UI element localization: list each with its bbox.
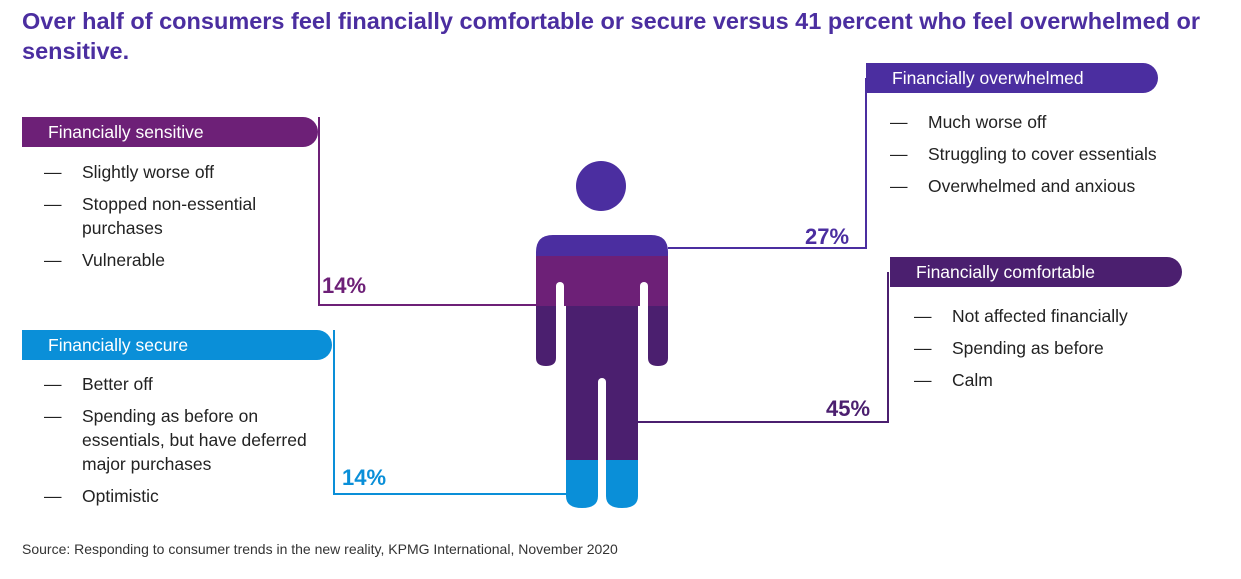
percent-secure: 14% xyxy=(342,465,387,490)
list-item: Slightly worse off xyxy=(44,160,314,184)
list-item: Spending as before on essentials, but ha… xyxy=(44,404,334,476)
connector-sensitive xyxy=(318,117,536,306)
list-financially-overwhelmed: Much worse off Struggling to cover essen… xyxy=(890,110,1190,206)
figure-arm-left xyxy=(536,306,556,366)
percent-comfortable: 45% xyxy=(826,396,871,421)
figure-shoulders xyxy=(536,235,668,256)
source-note: Source: Responding to consumer trends in… xyxy=(22,541,618,557)
figure-leg-left xyxy=(566,460,598,508)
list-item: Optimistic xyxy=(44,484,334,508)
label-financially-secure: Financially secure xyxy=(22,330,332,360)
figure-leg-right xyxy=(606,460,638,508)
percent-sensitive: 14% xyxy=(322,273,367,298)
list-item: Stopped non-essential purchases xyxy=(44,192,314,240)
list-item: Spending as before xyxy=(914,336,1214,360)
list-item: Struggling to cover essentials xyxy=(890,142,1190,166)
connector-comfortable xyxy=(636,272,889,423)
list-item: Much worse off xyxy=(890,110,1190,134)
figure-head xyxy=(576,161,626,211)
connector-secure xyxy=(333,330,566,495)
list-item: Overwhelmed and anxious xyxy=(890,174,1190,198)
label-financially-sensitive: Financially sensitive xyxy=(22,117,318,147)
figure-arm-right xyxy=(648,306,668,366)
list-financially-sensitive: Slightly worse off Stopped non-essential… xyxy=(44,160,314,280)
list-item: Calm xyxy=(914,368,1214,392)
percent-overwhelmed: 27% xyxy=(805,224,850,249)
list-item: Better off xyxy=(44,372,334,396)
page-title: Over half of consumers feel financially … xyxy=(22,8,1201,64)
label-financially-comfortable: Financially comfortable xyxy=(890,257,1182,287)
list-financially-secure: Better off Spending as before on essenti… xyxy=(44,372,334,516)
list-item: Vulnerable xyxy=(44,248,314,272)
figure-band-sensitive xyxy=(536,256,668,306)
connector-overwhelmed xyxy=(668,78,867,249)
label-financially-overwhelmed: Financially overwhelmed xyxy=(866,63,1158,93)
list-financially-comfortable: Not affected financially Spending as bef… xyxy=(914,304,1214,400)
list-item: Not affected financially xyxy=(914,304,1214,328)
